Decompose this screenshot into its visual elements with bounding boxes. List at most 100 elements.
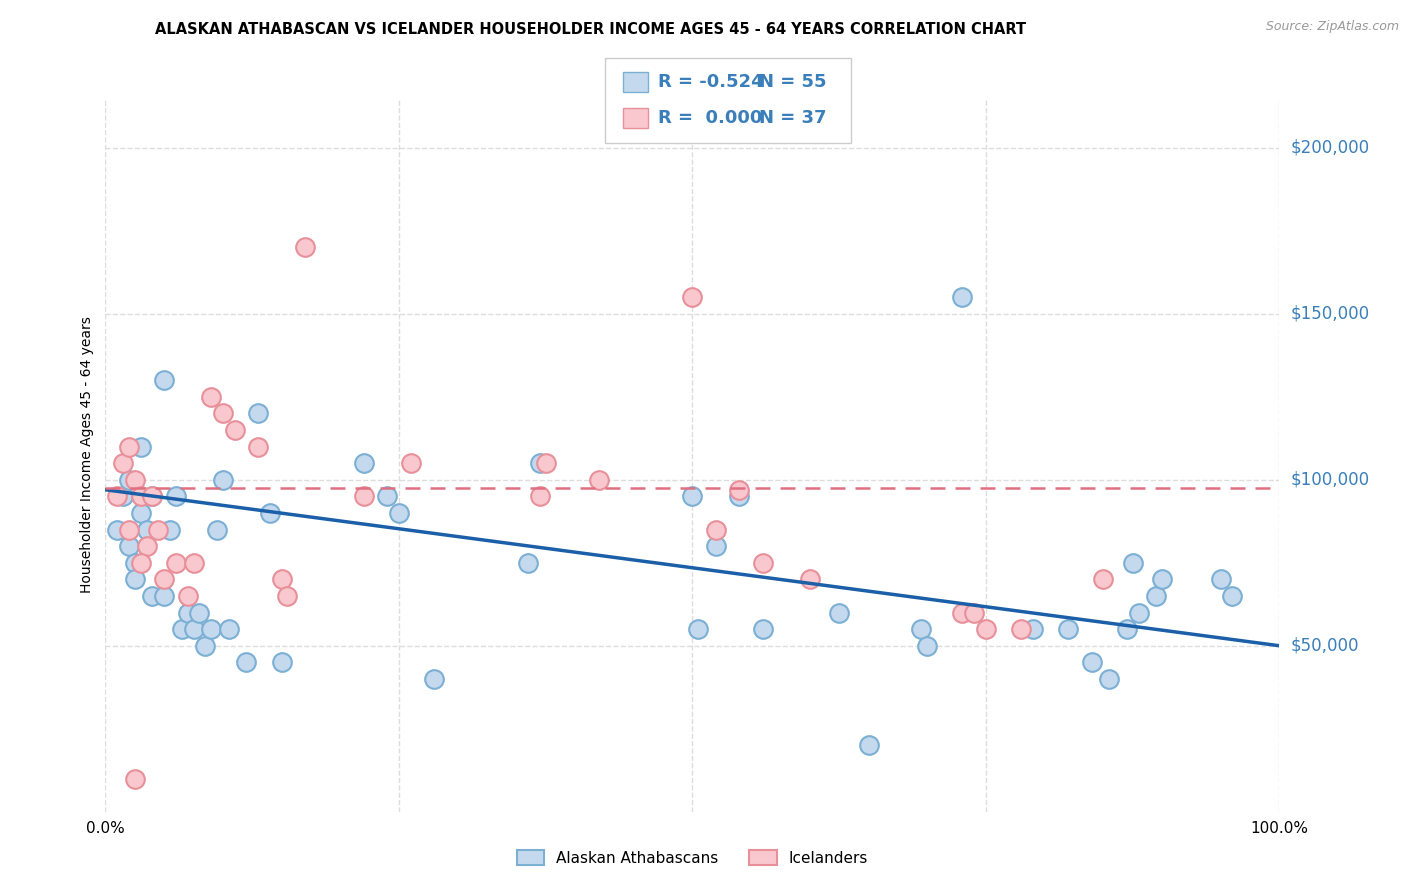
Point	[165, 490, 187, 504]
Legend: Alaskan Athabascans, Icelanders: Alaskan Athabascans, Icelanders	[510, 844, 875, 871]
Point	[124, 772, 146, 786]
Point	[165, 556, 187, 570]
Point	[183, 622, 205, 636]
Point	[194, 639, 217, 653]
Point	[1080, 656, 1102, 670]
Point	[388, 506, 411, 520]
Point	[124, 573, 146, 587]
Point	[124, 556, 146, 570]
Point	[974, 622, 997, 636]
Point	[129, 506, 152, 520]
Text: R =  0.000: R = 0.000	[658, 109, 762, 127]
Point	[141, 589, 163, 603]
Point	[423, 672, 446, 686]
Point	[517, 556, 540, 570]
Point	[118, 523, 141, 537]
Point	[1144, 589, 1167, 603]
Point	[247, 440, 270, 454]
Point	[141, 490, 163, 504]
Point	[276, 589, 298, 603]
Text: N = 37: N = 37	[759, 109, 827, 127]
Point	[1092, 573, 1115, 587]
Point	[153, 573, 176, 587]
Point	[188, 606, 211, 620]
Text: $150,000: $150,000	[1291, 305, 1369, 323]
Point	[270, 573, 292, 587]
Text: R = -0.524: R = -0.524	[658, 73, 763, 91]
Point	[828, 606, 851, 620]
Point	[270, 656, 292, 670]
Point	[728, 490, 751, 504]
Point	[858, 739, 880, 753]
Text: Source: ZipAtlas.com: Source: ZipAtlas.com	[1265, 20, 1399, 33]
Point	[704, 539, 727, 553]
Point	[728, 483, 751, 497]
Point	[952, 606, 974, 620]
Point	[141, 490, 163, 504]
Point	[218, 622, 240, 636]
Point	[1010, 622, 1032, 636]
Point	[1128, 606, 1150, 620]
Point	[159, 523, 181, 537]
Point	[704, 523, 727, 537]
Point	[910, 622, 932, 636]
Point	[688, 622, 710, 636]
Point	[529, 456, 551, 470]
Point	[1115, 622, 1137, 636]
Point	[153, 589, 176, 603]
Point	[259, 506, 281, 520]
Point	[153, 373, 176, 387]
Point	[588, 473, 610, 487]
Point	[176, 606, 198, 620]
Point	[399, 456, 422, 470]
Point	[247, 406, 270, 420]
Point	[211, 473, 233, 487]
Point	[112, 456, 135, 470]
Point	[135, 523, 157, 537]
Point	[353, 490, 375, 504]
Text: $100,000: $100,000	[1291, 471, 1369, 489]
Point	[135, 539, 157, 553]
Point	[1057, 622, 1080, 636]
Point	[129, 440, 152, 454]
Point	[148, 523, 170, 537]
Point	[1122, 556, 1144, 570]
Text: ALASKAN ATHABASCAN VS ICELANDER HOUSEHOLDER INCOME AGES 45 - 64 YEARS CORRELATIO: ALASKAN ATHABASCAN VS ICELANDER HOUSEHOL…	[155, 22, 1026, 37]
Point	[1150, 573, 1173, 587]
Point	[211, 406, 233, 420]
Point	[752, 556, 775, 570]
Point	[375, 490, 398, 504]
Point	[952, 290, 974, 304]
Point	[129, 490, 152, 504]
Point	[681, 490, 703, 504]
Point	[534, 456, 557, 470]
Point	[112, 490, 135, 504]
Point	[1222, 589, 1244, 603]
Point	[205, 523, 228, 537]
Point	[224, 423, 246, 437]
Point	[681, 290, 703, 304]
Point	[129, 556, 152, 570]
Y-axis label: Householder Income Ages 45 - 64 years: Householder Income Ages 45 - 64 years	[80, 317, 94, 593]
Point	[915, 639, 938, 653]
Point	[963, 606, 986, 620]
Point	[529, 490, 551, 504]
Point	[118, 440, 141, 454]
Point	[200, 622, 222, 636]
Point	[183, 556, 205, 570]
Point	[105, 523, 128, 537]
Text: $50,000: $50,000	[1291, 637, 1360, 655]
Point	[200, 390, 222, 404]
Point	[752, 622, 775, 636]
Text: N = 55: N = 55	[759, 73, 827, 91]
Point	[1209, 573, 1232, 587]
Point	[176, 589, 198, 603]
Point	[118, 539, 141, 553]
Point	[118, 473, 141, 487]
Point	[799, 573, 821, 587]
Point	[353, 456, 375, 470]
Point	[170, 622, 193, 636]
Point	[235, 656, 257, 670]
Point	[105, 490, 128, 504]
Point	[124, 473, 146, 487]
